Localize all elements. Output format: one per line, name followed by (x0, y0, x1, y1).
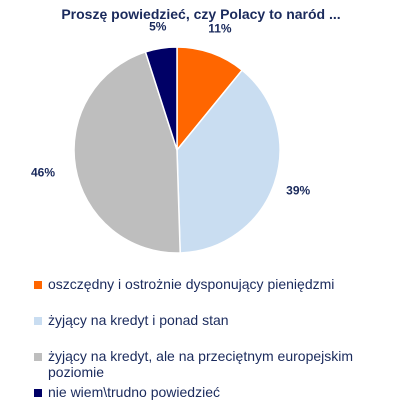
legend-item-dont-know: nie wiem\trudno powiedzieć (34, 384, 374, 400)
legend-label-credit-european-level: żyjący na kredyt, ale na przeciętnym eur… (48, 348, 354, 380)
pie-chart: 11% 39% 46% 5% (31, 20, 311, 254)
pie-slice-credit-european-level (73, 50, 181, 254)
legend-swatch-savings (34, 281, 42, 289)
pie-slice-savings (176, 46, 244, 153)
legend-swatch-credit-beyond-means (34, 317, 42, 325)
legend: oszczędny i ostrożnie dysponujący pienię… (34, 276, 374, 400)
legend-item-credit-beyond-means: żyjący na kredyt i ponad stan (34, 312, 374, 328)
pie-slices (73, 46, 281, 254)
pie-slice-credit-beyond-means (176, 69, 281, 254)
pie-labels: 11% 39% 46% 5% (31, 20, 311, 198)
legend-label-credit-beyond-means: żyjący na kredyt i ponad stan (48, 312, 229, 328)
pie-label-credit-beyond-means: 39% (286, 183, 310, 197)
legend-swatch-credit-european-level (34, 353, 42, 361)
pie-label-savings: 11% (208, 22, 232, 36)
pie-label-dont-know: 5% (149, 20, 167, 34)
chart-title: Proszę powiedzieć, czy Polacy to naród .… (61, 6, 341, 22)
legend-item-savings: oszczędny i ostrożnie dysponujący pienię… (34, 276, 374, 292)
legend-label-dont-know: nie wiem\trudno powiedzieć (48, 384, 220, 400)
legend-label-savings: oszczędny i ostrożnie dysponujący pienię… (48, 276, 335, 292)
legend-swatch-dont-know (34, 389, 42, 397)
legend-item-credit-european-level: żyjący na kredyt, ale na przeciętnym eur… (34, 348, 374, 380)
pie-label-credit-european-level: 46% (31, 165, 55, 179)
pie-slice-dont-know (144, 46, 178, 151)
